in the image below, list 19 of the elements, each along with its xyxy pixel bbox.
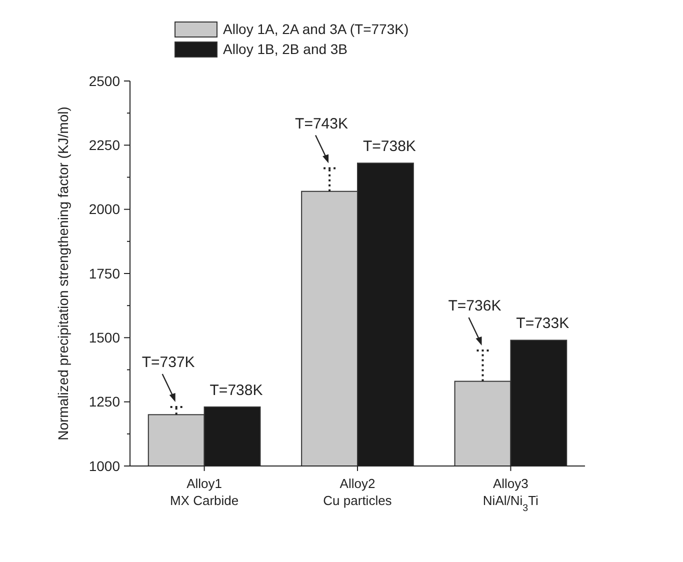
legend-label: Alloy 1A, 2A and 3A (T=773K) [223, 21, 409, 37]
y-tick-label: 1000 [88, 458, 120, 474]
annotation: T=738K [362, 138, 416, 156]
y-tick-label: 1500 [88, 330, 120, 346]
y-tick-label: 2500 [88, 72, 120, 89]
x-tick-label: Alloy2 Cu particles [323, 476, 392, 508]
annotation: T=743K [295, 115, 348, 132]
x-tick-label: Alloy1 MX Carbide [170, 476, 239, 508]
annotation: T=733K [516, 315, 570, 332]
y-axis-title: Normalized precipitation strengthening factor (KJ/mol) [55, 106, 71, 440]
y-tick-label: 1750 [88, 265, 120, 282]
annotation: T=738K [210, 382, 263, 399]
y-tick-label: 1250 [88, 394, 120, 410]
y-tick-label: 2000 [88, 201, 120, 218]
annotation: T=736K [448, 298, 502, 314]
legend-label: Alloy 1B, 2B and 3B [223, 41, 348, 57]
annotation: T=737K [142, 354, 195, 371]
x-tick-label: Alloy3 NiAl/Ni$_{3}$Ti [482, 476, 539, 514]
y-tick-label: 2250 [88, 137, 120, 154]
